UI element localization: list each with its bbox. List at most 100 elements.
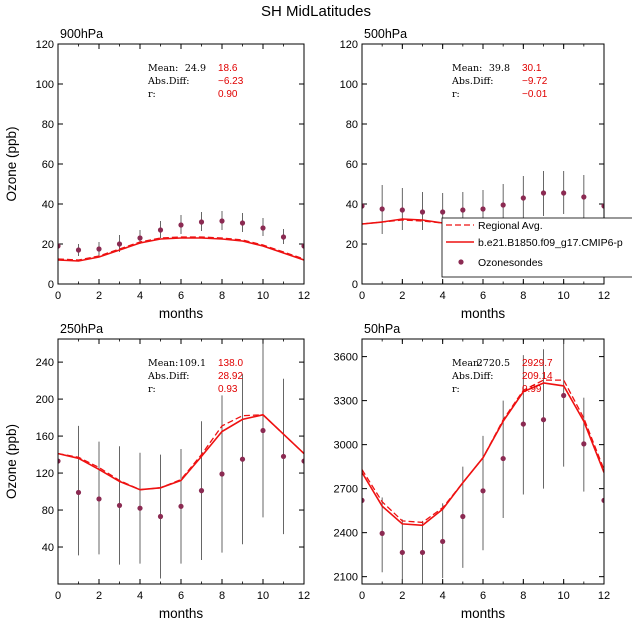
obs-point bbox=[480, 488, 486, 494]
series-line-regional-avg bbox=[58, 236, 304, 261]
obs-point bbox=[460, 513, 466, 520]
obs-point bbox=[601, 497, 604, 503]
x-tick-label: 0 bbox=[55, 290, 61, 302]
x-tick-label: 8 bbox=[520, 590, 526, 602]
obs-point bbox=[116, 502, 123, 509]
obs-point bbox=[280, 234, 287, 240]
stat-r-label: r: bbox=[452, 384, 460, 395]
obs-point bbox=[379, 206, 385, 212]
obs-point bbox=[520, 421, 526, 427]
y-axis-label: Ozone (ppb) bbox=[4, 424, 19, 499]
y-tick-label: 2100 bbox=[334, 572, 358, 584]
obs-point bbox=[58, 243, 61, 249]
y-tick-label: 100 bbox=[36, 79, 54, 91]
obs-point bbox=[561, 392, 567, 399]
stat-mean-obs: 39.8 bbox=[489, 63, 510, 74]
obs-point bbox=[280, 453, 287, 460]
x-tick-label: 8 bbox=[219, 590, 225, 602]
stat-mean-model: 18.6 bbox=[218, 63, 238, 74]
obs-point bbox=[137, 505, 143, 511]
x-axis-label: months bbox=[159, 606, 204, 621]
legend-label: Ozonesondes bbox=[478, 257, 543, 269]
stat-r-value: 0.93 bbox=[218, 384, 238, 395]
y-tick-label: 40 bbox=[42, 199, 54, 211]
stat-mean-model: 138.0 bbox=[218, 358, 243, 369]
obs-point bbox=[219, 471, 225, 477]
obs-point bbox=[96, 496, 102, 502]
obs-point bbox=[419, 549, 426, 556]
obs-point bbox=[500, 455, 506, 462]
y-tick-label: 2700 bbox=[334, 484, 358, 496]
x-tick-label: 2 bbox=[399, 590, 405, 602]
x-axis-label: months bbox=[461, 306, 506, 321]
plot-frame bbox=[361, 338, 605, 585]
plot-area bbox=[58, 343, 304, 579]
plot-frame bbox=[361, 43, 605, 285]
stat-mean-obs: 24.9 bbox=[185, 63, 206, 74]
obs-point bbox=[500, 202, 506, 208]
obs-point bbox=[75, 489, 82, 496]
plot-frame bbox=[57, 338, 305, 585]
y-tick-label: 100 bbox=[340, 79, 358, 91]
stat-r-label: r: bbox=[148, 384, 156, 395]
stat-absdiff-label: Abs.Diff: bbox=[451, 76, 493, 87]
stat-r-label: r: bbox=[452, 89, 460, 100]
y-tick-label: 40 bbox=[42, 542, 54, 554]
obs-point bbox=[480, 206, 486, 212]
y-tick-label: 2400 bbox=[334, 528, 358, 540]
plot-area bbox=[362, 339, 604, 584]
obs-point bbox=[137, 235, 143, 241]
y-tick-label: 80 bbox=[42, 505, 54, 517]
x-tick-label: 10 bbox=[257, 590, 269, 602]
stat-absdiff-value: 28.92 bbox=[218, 371, 243, 382]
stat-r-value: 0.90 bbox=[218, 89, 238, 100]
y-tick-label: 0 bbox=[352, 279, 358, 291]
stat-absdiff-label: Abs.Diff: bbox=[147, 371, 189, 382]
x-tick-label: 10 bbox=[558, 290, 570, 302]
stat-absdiff-label: Abs.Diff: bbox=[147, 76, 189, 87]
x-tick-label: 2 bbox=[96, 590, 102, 602]
obs-point bbox=[157, 227, 164, 233]
y-tick-label: 3600 bbox=[334, 352, 358, 364]
x-tick-label: 2 bbox=[399, 290, 405, 302]
x-tick-label: 0 bbox=[359, 590, 365, 602]
y-tick-label: 120 bbox=[340, 39, 358, 51]
y-tick-label: 3000 bbox=[334, 440, 358, 452]
y-tick-label: 0 bbox=[48, 279, 54, 291]
y-tick-label: 120 bbox=[36, 39, 54, 51]
x-tick-label: 10 bbox=[558, 590, 570, 602]
obs-point bbox=[561, 190, 567, 196]
obs-point bbox=[178, 222, 184, 228]
y-tick-label: 80 bbox=[42, 119, 54, 131]
x-tick-label: 6 bbox=[480, 590, 486, 602]
series-line-model bbox=[362, 382, 604, 527]
x-tick-label: 4 bbox=[137, 290, 143, 302]
x-tick-label: 10 bbox=[257, 290, 269, 302]
y-tick-label: 80 bbox=[346, 119, 358, 131]
panel-title: 500hPa bbox=[364, 27, 407, 41]
obs-point bbox=[301, 243, 304, 249]
stat-r-value: −0.01 bbox=[522, 89, 548, 100]
obs-point bbox=[260, 225, 266, 231]
y-tick-label: 160 bbox=[36, 431, 54, 443]
legend-label: Regional Avg. bbox=[478, 220, 543, 232]
x-tick-label: 12 bbox=[598, 590, 610, 602]
obs-point bbox=[581, 194, 587, 200]
y-tick-label: 3300 bbox=[334, 396, 358, 408]
series-line-model bbox=[58, 237, 304, 262]
y-tick-label: 120 bbox=[36, 468, 54, 480]
obs-point bbox=[301, 458, 304, 464]
x-tick-label: 0 bbox=[359, 290, 365, 302]
obs-point bbox=[540, 417, 547, 423]
stat-mean-label: Mean: bbox=[452, 358, 482, 369]
obs-point bbox=[379, 530, 385, 536]
stat-mean-model: 30.1 bbox=[522, 63, 542, 74]
obs-point bbox=[399, 549, 405, 556]
panel-title: 250hPa bbox=[60, 322, 103, 336]
x-tick-label: 4 bbox=[440, 590, 446, 602]
legend: Regional Avg. b.e21.B1850.f09_g17.CMIP6-p… bbox=[441, 217, 632, 278]
x-tick-label: 4 bbox=[440, 290, 446, 302]
